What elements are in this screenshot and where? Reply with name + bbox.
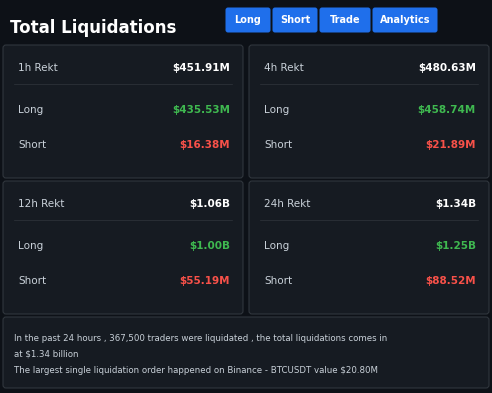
- Text: $1.34B: $1.34B: [435, 199, 476, 209]
- Text: $1.25B: $1.25B: [435, 241, 476, 251]
- Text: Short: Short: [18, 276, 46, 286]
- Text: Short: Short: [280, 15, 310, 25]
- Text: $55.19M: $55.19M: [180, 276, 230, 286]
- Text: $458.74M: $458.74M: [418, 105, 476, 115]
- Text: Analytics: Analytics: [380, 15, 430, 25]
- Text: $480.63M: $480.63M: [418, 63, 476, 73]
- Text: Short: Short: [264, 140, 292, 150]
- Text: Total Liquidations: Total Liquidations: [10, 19, 176, 37]
- Text: Long: Long: [264, 241, 289, 251]
- Text: Long: Long: [18, 241, 43, 251]
- FancyBboxPatch shape: [273, 7, 317, 33]
- Text: at $1.34 billion: at $1.34 billion: [14, 350, 79, 359]
- Text: 4h Rekt: 4h Rekt: [264, 63, 304, 73]
- Text: $21.89M: $21.89M: [426, 140, 476, 150]
- Text: $16.38M: $16.38M: [180, 140, 230, 150]
- Text: In the past 24 hours , 367,500 traders were liquidated , the total liquidations : In the past 24 hours , 367,500 traders w…: [14, 334, 387, 343]
- Text: Short: Short: [18, 140, 46, 150]
- Text: $1.06B: $1.06B: [189, 199, 230, 209]
- Text: Short: Short: [264, 276, 292, 286]
- FancyBboxPatch shape: [249, 45, 489, 178]
- FancyBboxPatch shape: [372, 7, 437, 33]
- Text: Long: Long: [235, 15, 261, 25]
- Text: $451.91M: $451.91M: [172, 63, 230, 73]
- Text: The largest single liquidation order happened on Binance - BTCUSDT value $20.80M: The largest single liquidation order hap…: [14, 366, 378, 375]
- Text: $435.53M: $435.53M: [172, 105, 230, 115]
- Text: $88.52M: $88.52M: [426, 276, 476, 286]
- Text: $1.00B: $1.00B: [189, 241, 230, 251]
- FancyBboxPatch shape: [3, 317, 489, 388]
- FancyBboxPatch shape: [225, 7, 271, 33]
- Text: Long: Long: [264, 105, 289, 115]
- Text: 24h Rekt: 24h Rekt: [264, 199, 310, 209]
- FancyBboxPatch shape: [3, 45, 243, 178]
- Text: Long: Long: [18, 105, 43, 115]
- FancyBboxPatch shape: [249, 181, 489, 314]
- FancyBboxPatch shape: [3, 181, 243, 314]
- Text: 12h Rekt: 12h Rekt: [18, 199, 64, 209]
- Text: Trade: Trade: [330, 15, 360, 25]
- FancyBboxPatch shape: [319, 7, 370, 33]
- Text: 1h Rekt: 1h Rekt: [18, 63, 58, 73]
